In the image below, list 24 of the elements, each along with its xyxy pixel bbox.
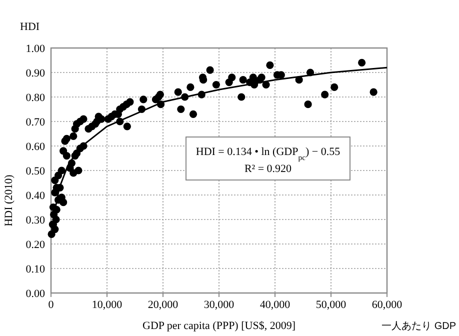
x-tick-label: 40,000: [260, 299, 291, 311]
annotation: R² = 0.920: [244, 163, 292, 175]
text: 一人あたり GDP: [382, 321, 456, 332]
x-tick-label: 60,000: [372, 299, 403, 311]
y-tick-label: 0.00: [26, 288, 46, 300]
y-tick-label: 0.40: [26, 190, 46, 202]
annotation: HDI = 0.134 • ln (GDP$_{pc}$) − 0.55: [196, 146, 341, 162]
y-tick-label: 0.10: [26, 264, 46, 276]
x-tick-label: 20,000: [148, 299, 179, 311]
x-tick-label: 0: [48, 299, 54, 311]
y-axis-title: HDI (2010): [3, 174, 15, 226]
y-tick-label: 0.80: [26, 92, 46, 104]
y-tick-label: 0.60: [26, 141, 46, 153]
y-tick-label: 0.90: [26, 68, 46, 80]
y-tick-label: 0.70: [26, 116, 46, 128]
chart-title: HDI: [20, 21, 40, 33]
x-axis-title: GDP per capita (PPP) [US$, 2009]: [142, 320, 296, 332]
y-tick-label: 0.50: [26, 166, 46, 178]
x-tick-label: 50,000: [316, 299, 347, 311]
y-tick-label: 0.30: [26, 214, 46, 226]
y-tick-label: 0.20: [26, 239, 46, 251]
x-tick-label: 10,000: [92, 299, 123, 311]
x-tick-label: 30,000: [204, 299, 235, 311]
y-tick-label: 1.00: [26, 43, 46, 55]
